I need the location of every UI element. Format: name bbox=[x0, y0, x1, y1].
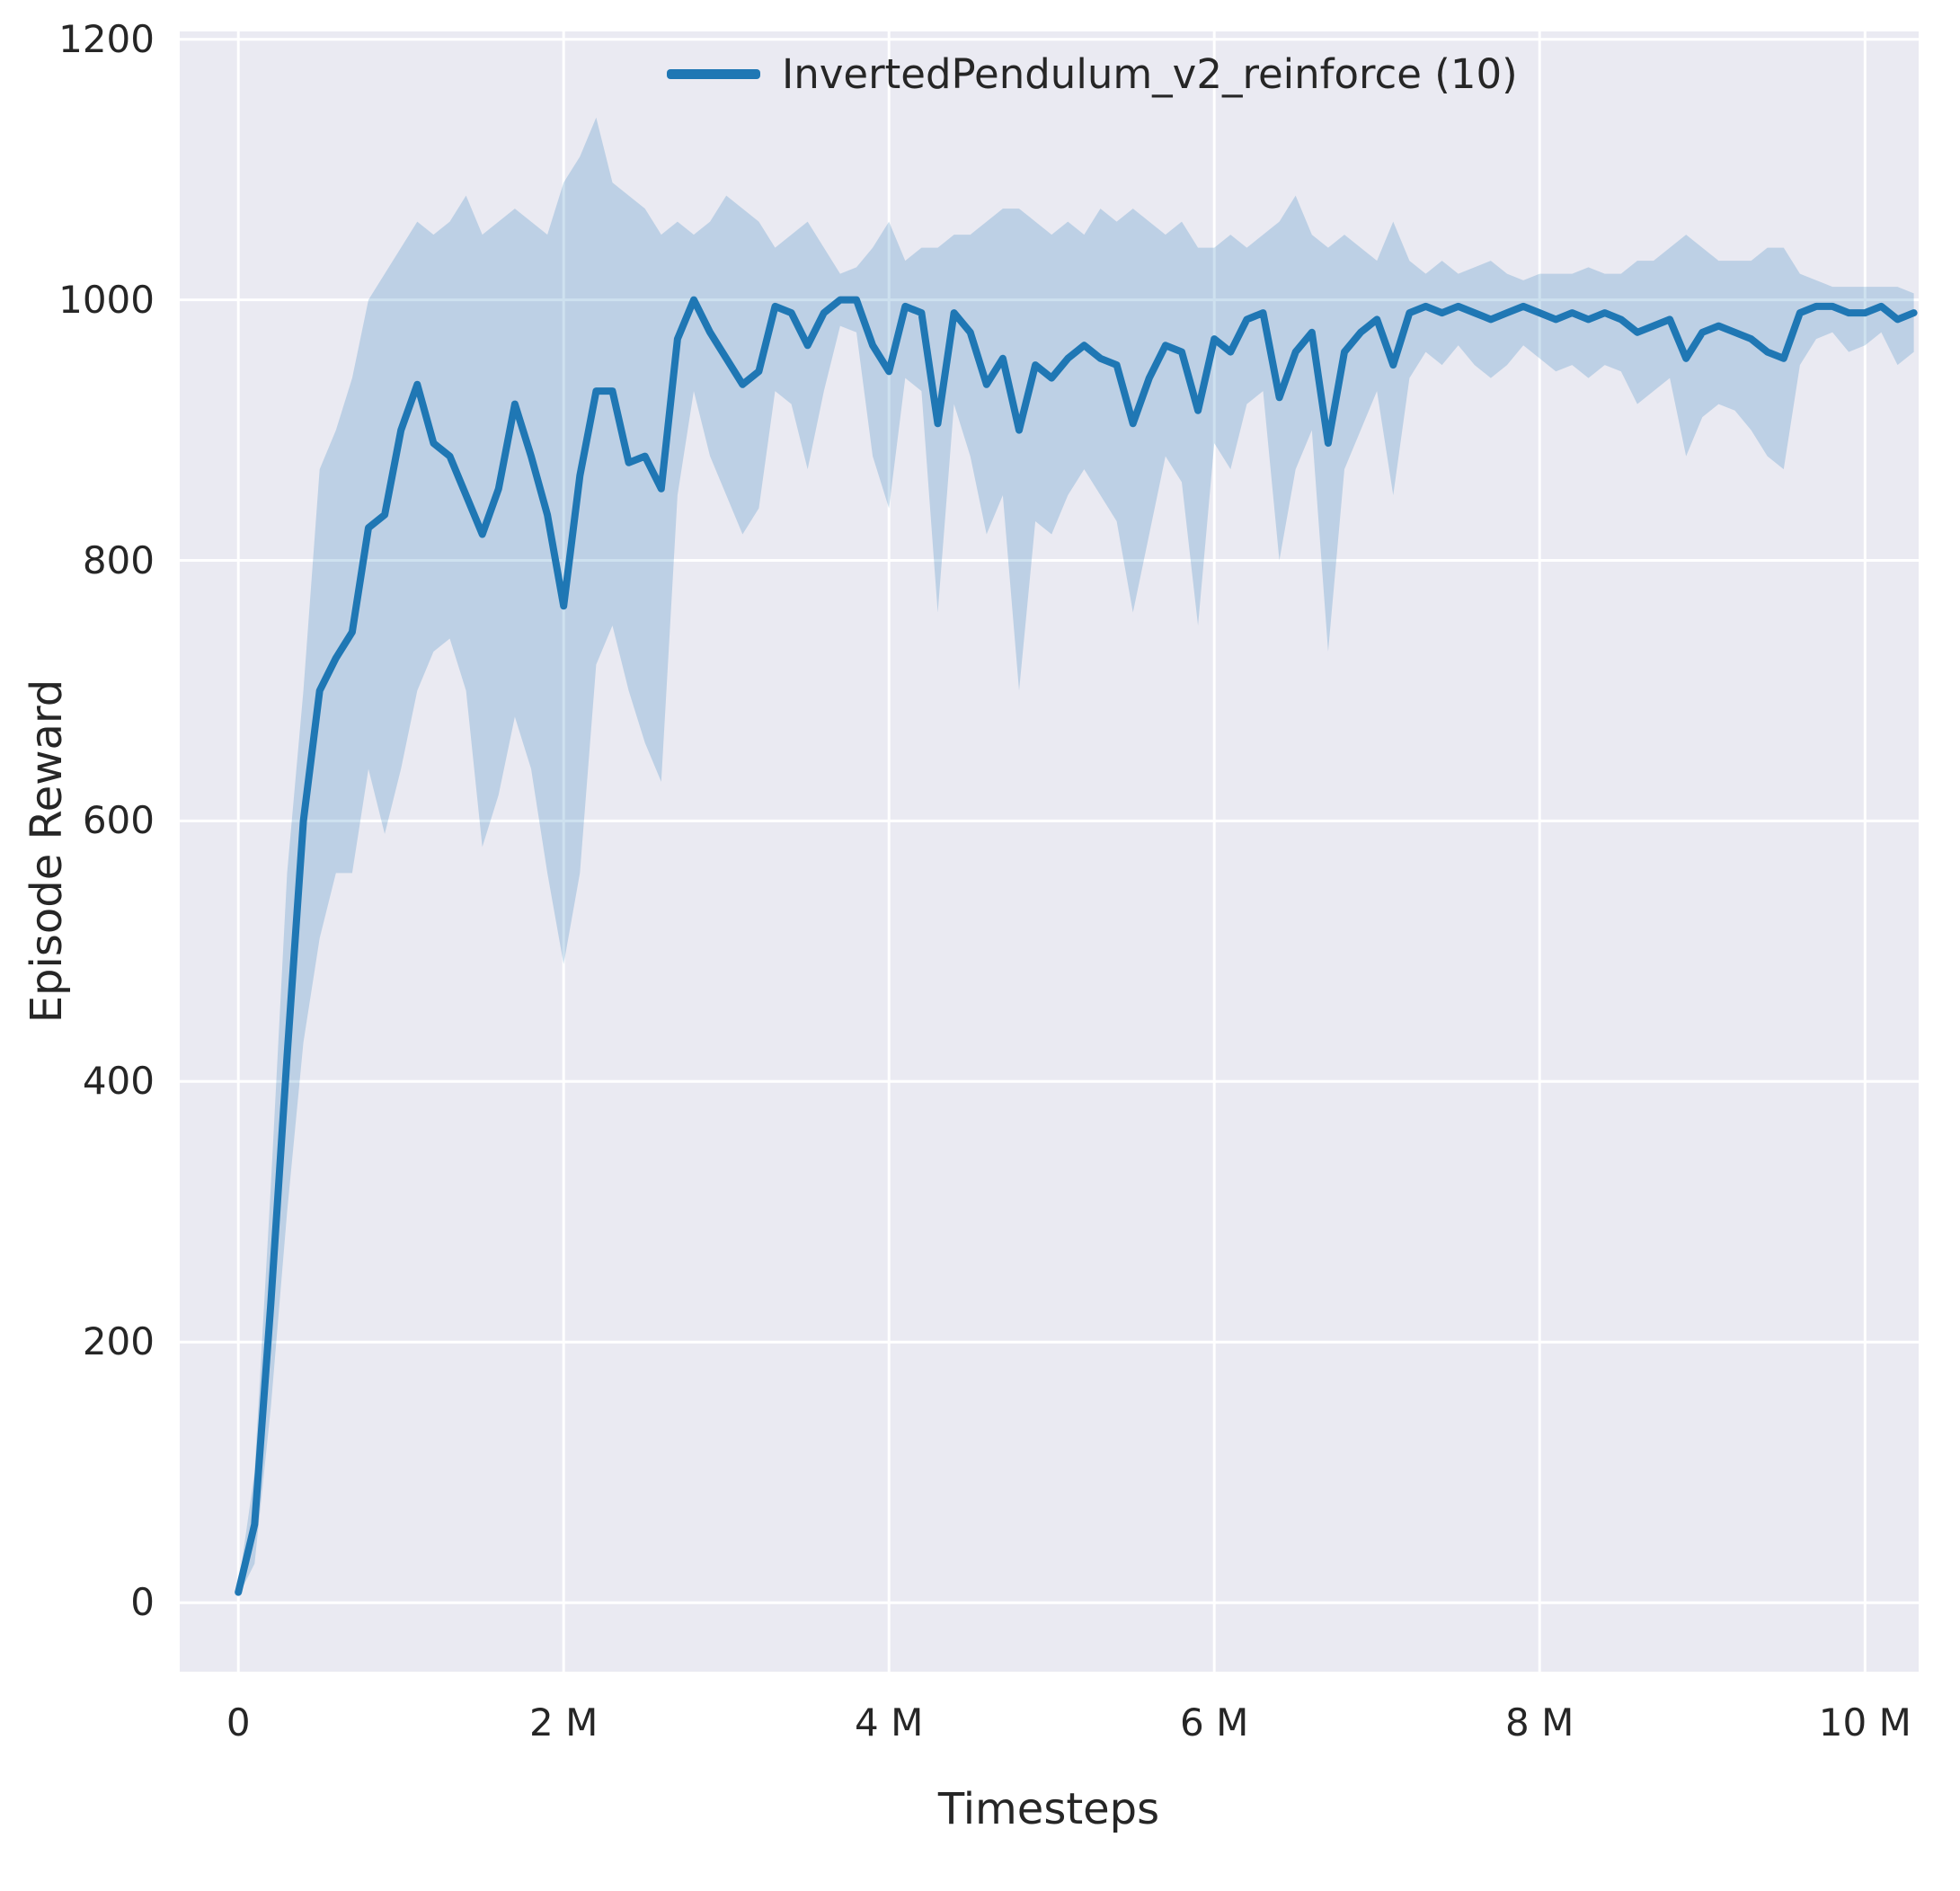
y-tick-label: 0 bbox=[130, 1580, 155, 1625]
y-tick-label: 400 bbox=[82, 1059, 155, 1104]
y-tick-label: 200 bbox=[82, 1319, 155, 1364]
x-tick-label: 2 M bbox=[529, 1700, 599, 1745]
y-axis-label: Episode Reward bbox=[22, 679, 72, 1024]
x-tick-label: 8 M bbox=[1505, 1700, 1574, 1745]
x-tick-label: 10 M bbox=[1818, 1700, 1911, 1745]
y-tick-label: 800 bbox=[82, 537, 155, 582]
y-tick-label: 1200 bbox=[58, 16, 155, 61]
legend-label: InvertedPendulum_v2_reinforce (10) bbox=[782, 50, 1518, 98]
legend-line-sample bbox=[667, 69, 760, 79]
x-tick-label: 4 M bbox=[855, 1700, 924, 1745]
y-tick-label: 600 bbox=[82, 798, 155, 843]
legend: InvertedPendulum_v2_reinforce (10) bbox=[667, 50, 1518, 98]
x-tick-label: 0 bbox=[226, 1700, 251, 1745]
x-axis-label: Timesteps bbox=[937, 1784, 1160, 1834]
y-tick-label: 1000 bbox=[58, 277, 155, 322]
x-tick-label: 6 M bbox=[1180, 1700, 1249, 1745]
